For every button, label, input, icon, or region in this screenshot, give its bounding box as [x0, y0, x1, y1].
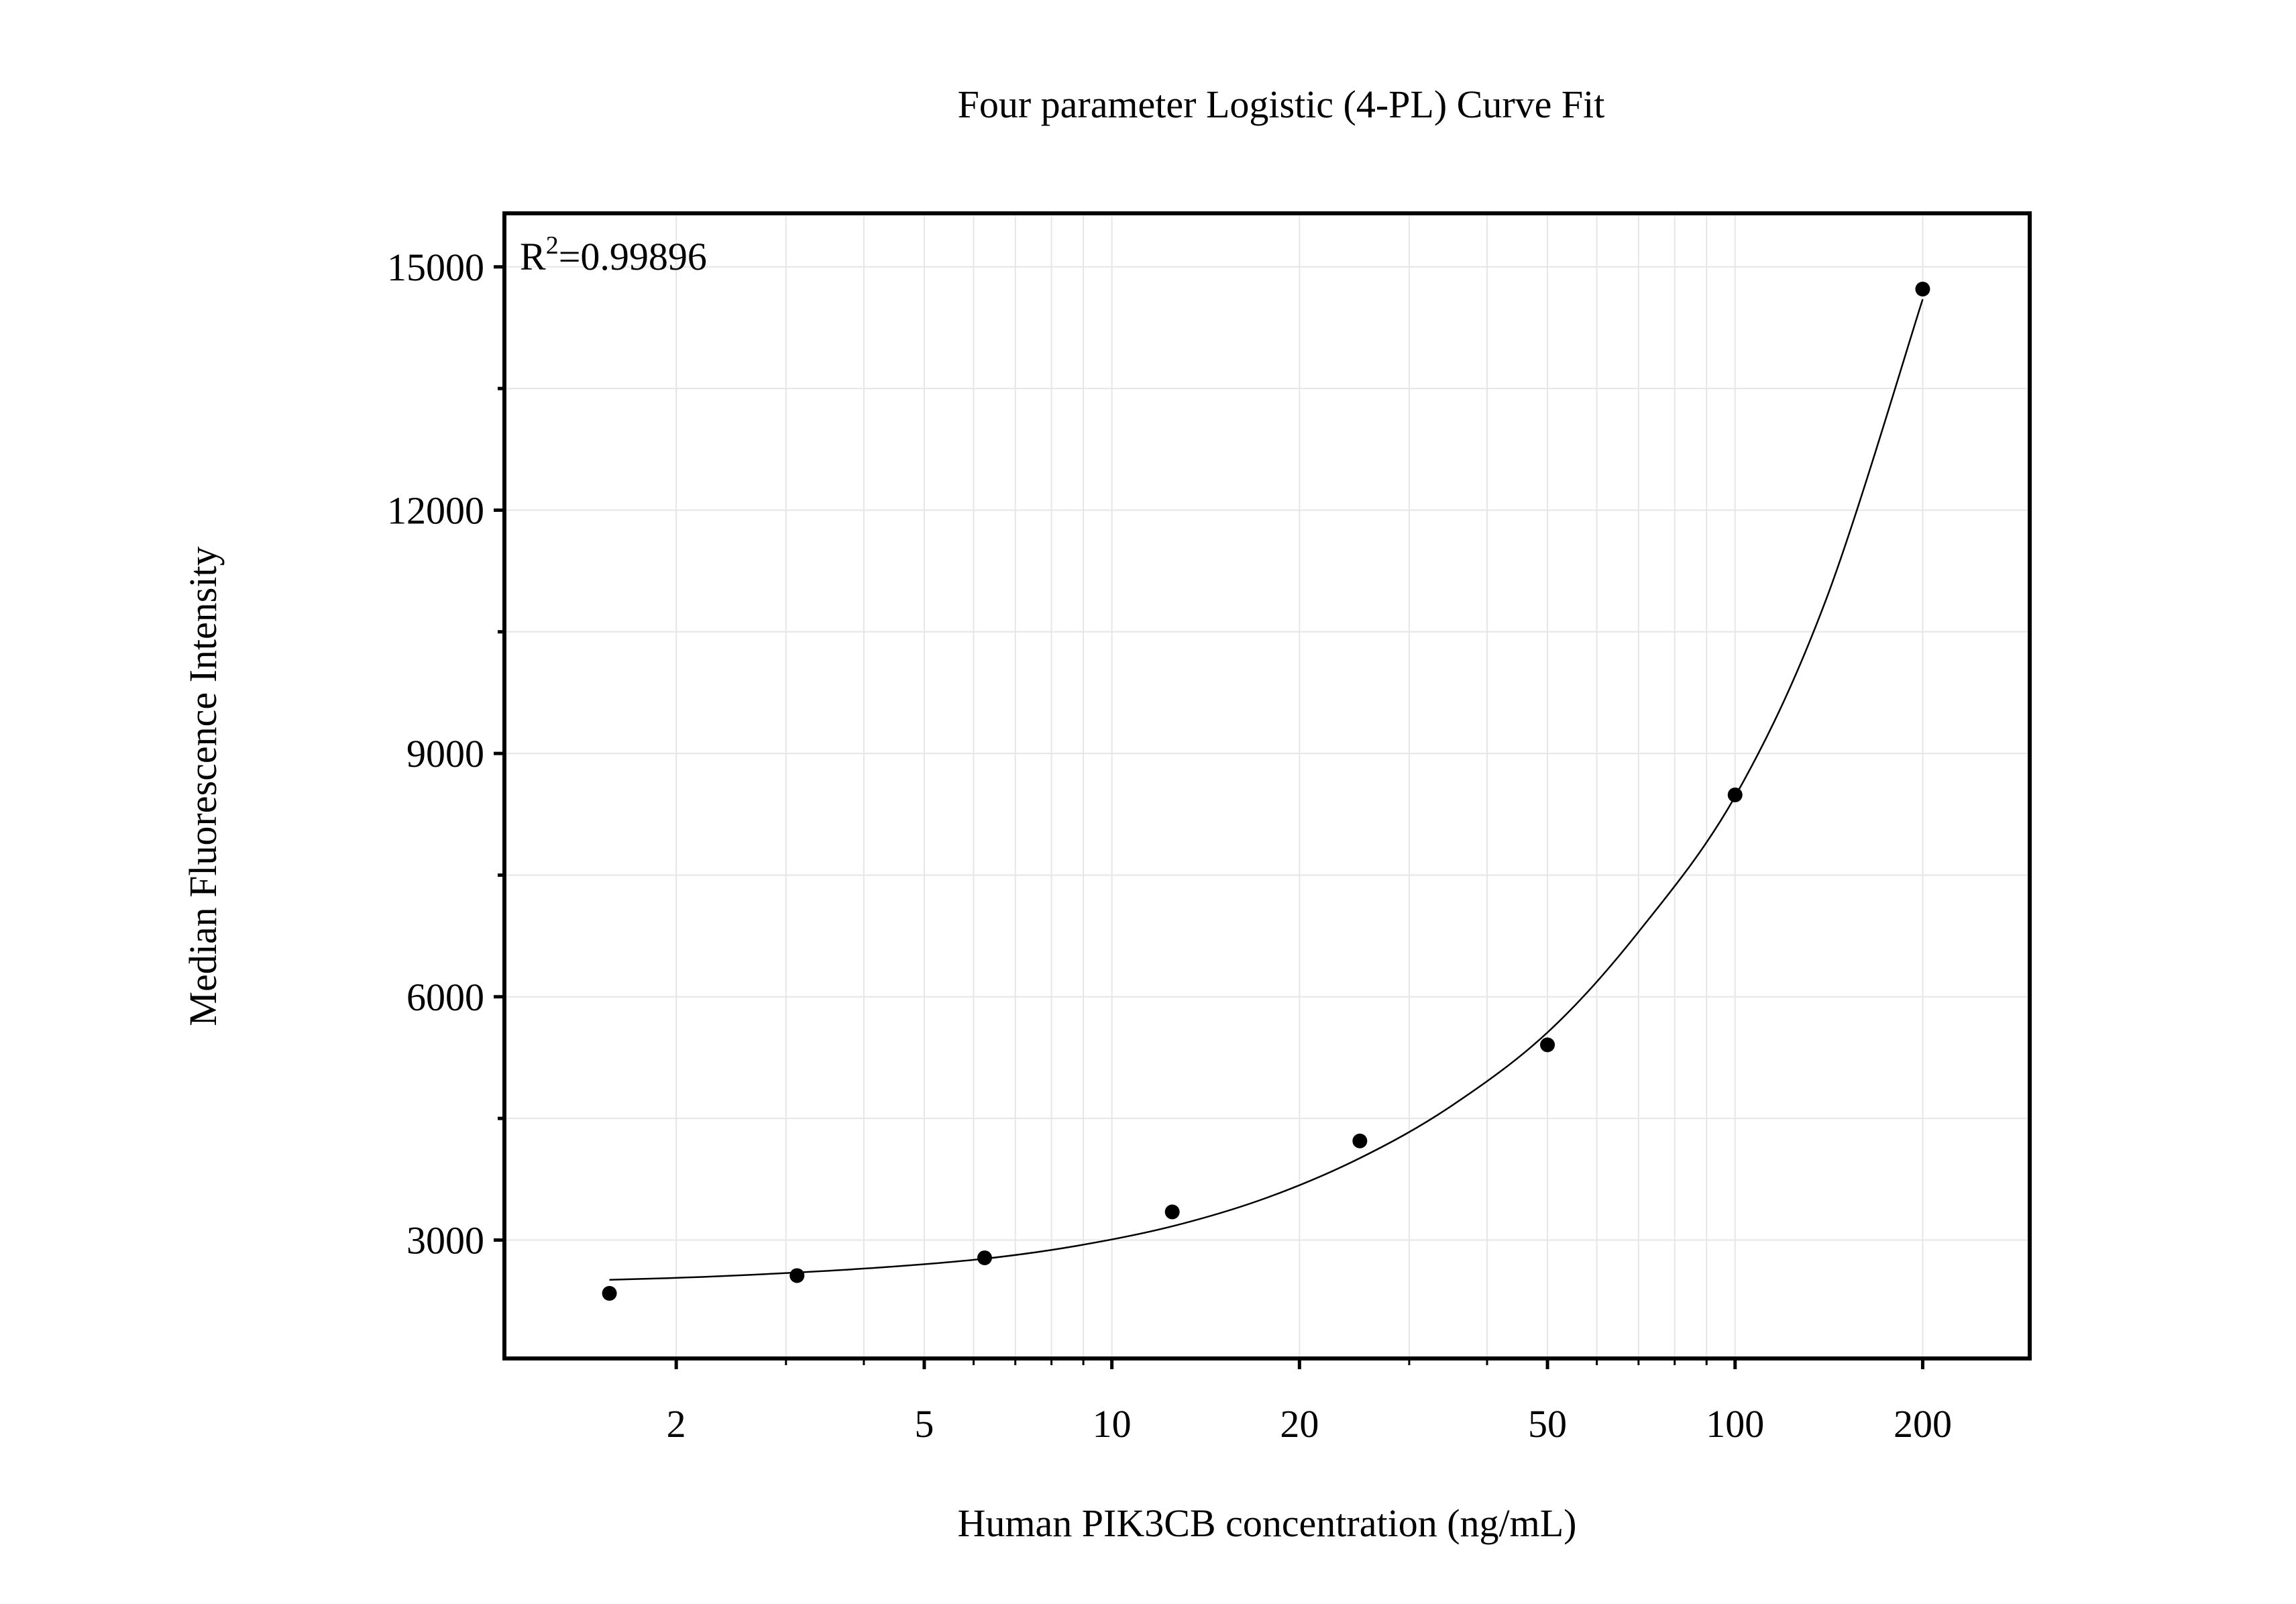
chart-title: Four parameter Logistic (4-PL) Curve Fit	[958, 83, 1605, 126]
r-squared-annotation: R2=0.99896	[520, 231, 707, 278]
data-point	[1352, 1133, 1368, 1148]
y-tick-label: 15000	[387, 246, 484, 289]
x-tick-label: 10	[1093, 1402, 1132, 1446]
x-tick-label: 200	[1894, 1402, 1952, 1446]
x-tick-label: 100	[1706, 1402, 1764, 1446]
data-point	[1915, 281, 1930, 297]
x-axis-label: Human PIK3CB concentration (ng/mL)	[958, 1501, 1577, 1545]
r-label: R	[520, 235, 546, 278]
grid	[504, 213, 2030, 1358]
fit-curve-group	[609, 299, 1924, 1281]
data-point	[789, 1268, 805, 1283]
x-tick-label: 5	[914, 1402, 934, 1446]
y-tick-label: 6000	[406, 975, 484, 1019]
plot-frame	[502, 211, 2032, 1360]
data-point	[1164, 1204, 1180, 1220]
y-axis-ticks: 3000 6000 9000 12000 15000	[387, 246, 504, 1262]
y-tick-label: 12000	[387, 488, 484, 532]
x-tick-label: 50	[1528, 1402, 1567, 1446]
y-tick-label: 3000	[406, 1218, 484, 1262]
r-superscript: 2	[546, 231, 559, 260]
data-point	[1540, 1037, 1555, 1053]
data-point	[602, 1285, 617, 1301]
x-axis-ticks: 2 5 10 20 50 100 200	[667, 1358, 1952, 1446]
y-tick-label: 9000	[406, 732, 484, 776]
x-tick-label: 2	[667, 1402, 686, 1446]
data-point	[1727, 787, 1743, 802]
data-points	[602, 281, 1930, 1301]
r-value: =0.99896	[559, 235, 707, 278]
data-point	[977, 1250, 992, 1265]
y-axis-label: Median Fluorescence Intensity	[181, 546, 225, 1026]
fit-curve	[609, 299, 1924, 1281]
x-tick-label: 20	[1280, 1402, 1319, 1446]
